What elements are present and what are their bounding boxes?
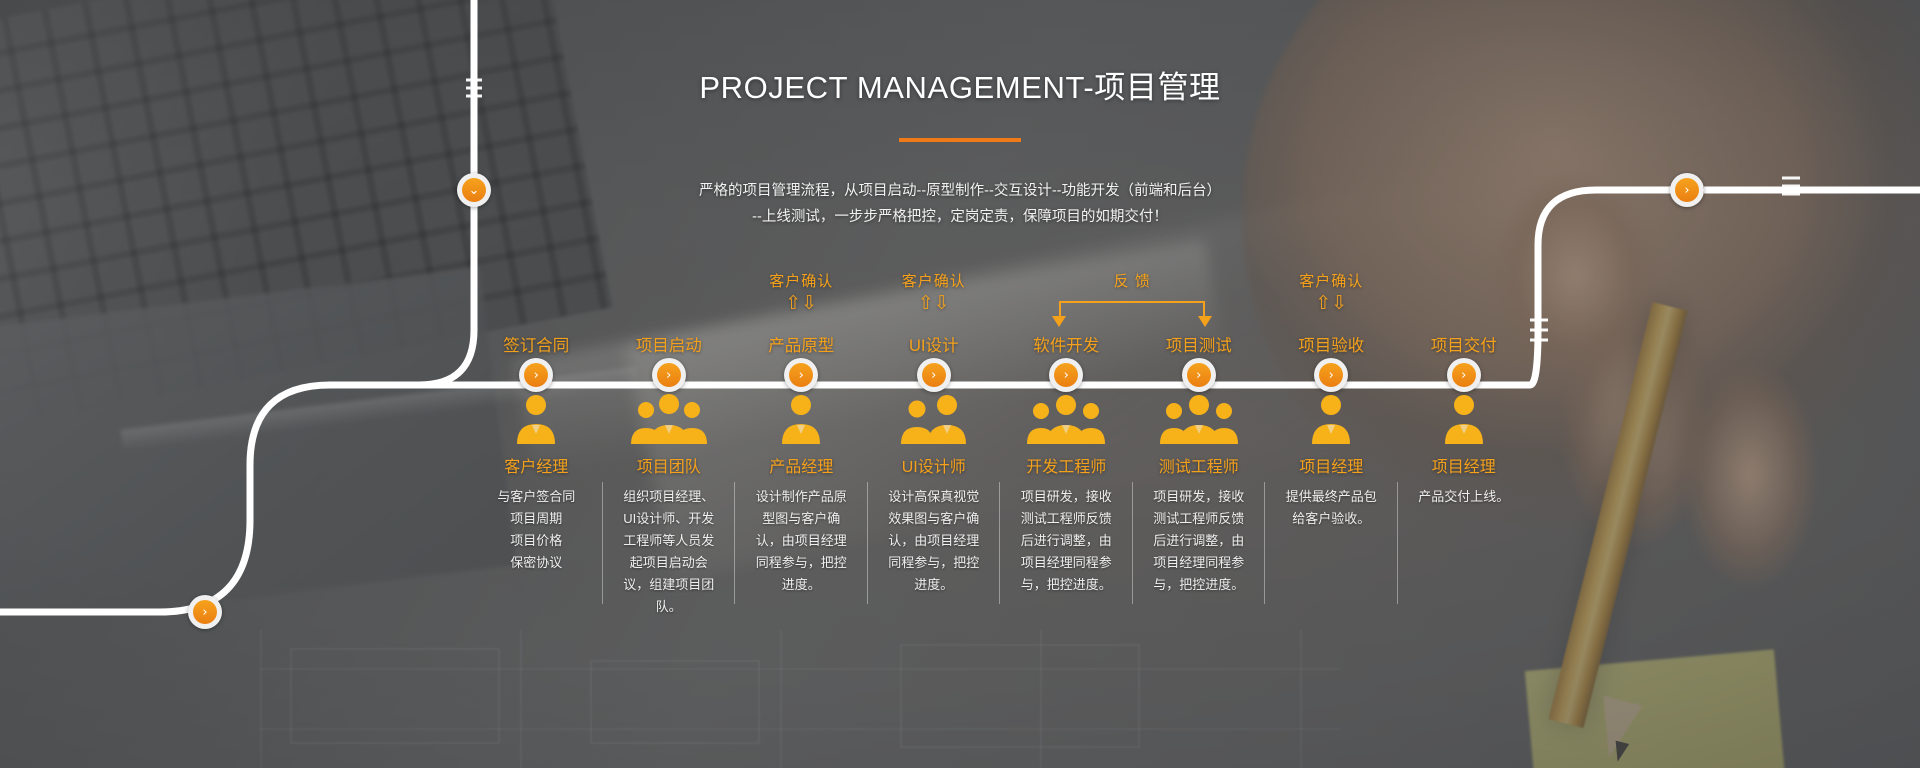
step-marker[interactable]: › (1446, 358, 1481, 392)
timeline-step-4[interactable]: 客户确认 ⇧⇩ UI设计 › UI设计师 设计高保真视觉效果图与客户确认，由 (868, 270, 1000, 670)
column-divider (734, 482, 735, 604)
column-divider (1264, 482, 1265, 604)
people-group-icon (900, 395, 966, 444)
timeline-step-8[interactable]: 项目交付 › 项目经理 产品交付上线。 (1398, 270, 1531, 670)
timeline-step-5[interactable]: 反 馈 软件开发 › (1000, 270, 1213, 670)
step-role: 客户经理 (504, 459, 569, 476)
step-marker[interactable]: › (519, 358, 554, 392)
step-name: 产品原型 (768, 337, 835, 355)
feedback-arrow-right-icon (1198, 316, 1213, 327)
step-name: 软件开发 (1033, 337, 1100, 355)
chevron-right-icon: › (1451, 363, 1476, 387)
column-divider (1131, 482, 1133, 604)
step-role: 开发工程师 (1026, 459, 1107, 476)
role-avatar-group (756, 392, 846, 448)
page-description-line-1: 严格的项目管理流程，从项目启动--原型制作--交互设计--功能开发（前端和后台） (699, 183, 1221, 199)
page-title: PROJECT MANAGEMENT-项目管理 (699, 70, 1221, 105)
step-name: 项目测试 (1165, 337, 1232, 355)
timeline-step-2[interactable]: 项目启动 › 项目团队 组织项目经理、UI设计师、开发工程师等人员发起项目 (603, 270, 735, 670)
customer-confirm-badge: 客户确认 ⇧⇩ (869, 270, 999, 313)
step-name: 签订合同 (503, 337, 570, 355)
feedback-badge: 反 馈 (1022, 270, 1242, 291)
step-description: 与客户签合同 项目周期 项目价格 保密协议 (497, 489, 576, 570)
people-group-icon (1027, 395, 1106, 444)
step-role: 项目团队 (636, 459, 701, 476)
role-avatar-group (491, 392, 581, 448)
step-role: UI设计师 (901, 459, 966, 476)
person-icon (1312, 395, 1351, 444)
column-divider (866, 482, 868, 604)
step-description: 提供最终产品包给客户验收。 (1285, 489, 1377, 526)
role-avatar-group (1154, 392, 1244, 448)
up-down-arrows-icon: ⇧⇩ (785, 292, 818, 314)
role-avatar-group (889, 392, 979, 448)
step-description: 组织项目经理、UI设计师、开发工程师等人员发起项目启动会议，组建项目团队。 (623, 489, 715, 614)
customer-confirm-label: 客户确认 (769, 273, 834, 290)
feedback-loop-bar (1059, 301, 1206, 321)
step-marker[interactable]: › (1181, 358, 1216, 392)
chevron-right-icon: › (1675, 178, 1699, 202)
column-divider (601, 482, 603, 604)
route-node-bottom-left[interactable]: › (188, 595, 222, 629)
chevron-right-icon: › (921, 363, 946, 387)
person-icon (782, 395, 821, 444)
chevron-right-icon: › (1186, 363, 1211, 387)
step-name: 项目启动 (635, 337, 702, 355)
feedback-arrow-left-icon (1052, 316, 1067, 327)
customer-confirm-label: 客户确认 (901, 273, 966, 290)
step-description: 项目研发，接收测试工程师反馈后进行调整，由项目经理同程参与，把控进度。 (1020, 489, 1112, 592)
timeline-step-7[interactable]: 客户确认 ⇧⇩ 项目验收 › 项目经理 提供最终产品包给客户验收。 (1265, 270, 1398, 670)
timeline-step-1[interactable]: 签订合同 › 客户经理 与客户签合同 项目周期 项目价格 保密协议 (470, 270, 603, 670)
step-marker[interactable]: › (1314, 358, 1349, 392)
customer-confirm-badge: 客户确认 ⇧⇩ (736, 270, 866, 313)
person-icon (1444, 395, 1483, 444)
timeline-step-3[interactable]: 客户确认 ⇧⇩ 产品原型 › 产品经理 设计制作产品原型图与客户确认，由项目经理… (735, 270, 868, 670)
step-role: 产品经理 (769, 459, 834, 476)
route-node-right[interactable]: › (1670, 173, 1704, 207)
step-description: 设计制作产品原型图与客户确认，由项目经理同程参与，把控进度。 (755, 489, 847, 592)
step-name: UI设计 (909, 337, 959, 355)
page-description: 严格的项目管理流程，从项目启动--原型制作--交互设计--功能开发（前端和后台）… (610, 178, 1310, 230)
step-role: 项目经理 (1431, 459, 1496, 476)
step-description: 产品交付上线。 (1418, 489, 1510, 504)
role-avatar-group (624, 392, 714, 448)
role-avatar-group (1419, 392, 1509, 448)
chevron-right-icon: › (1054, 363, 1079, 387)
people-group-icon (1159, 395, 1238, 444)
chevron-right-icon: › (524, 363, 549, 387)
column-divider (999, 482, 1000, 604)
step-marker[interactable]: › (784, 358, 819, 392)
route-node-top-left[interactable]: ⌄ (457, 173, 491, 207)
people-group-icon (630, 394, 707, 444)
chevron-down-icon: ⌄ (462, 178, 486, 202)
customer-confirm-badge: 客户确认 ⇧⇩ (1266, 270, 1396, 313)
chevron-right-icon: › (789, 363, 814, 387)
column-divider (1396, 482, 1398, 604)
step-name: 项目交付 (1430, 337, 1497, 355)
role-avatar-group (1286, 392, 1376, 448)
customer-confirm-label: 客户确认 (1299, 273, 1364, 290)
title-underline (899, 138, 1021, 142)
step-role: 测试工程师 (1158, 459, 1239, 476)
chevron-right-icon: › (1319, 363, 1344, 387)
person-icon (517, 395, 556, 444)
page-description-line-2: --上线测试，一步步严格把控，定岗定责，保障项目的如期交付！ (752, 209, 1168, 225)
step-marker[interactable]: › (651, 358, 686, 392)
step-description: 设计高保真视觉效果图与客户确认，由项目经理同程参与，把控进度。 (888, 489, 980, 592)
chevron-right-icon: › (656, 363, 681, 387)
chevron-right-icon: › (193, 600, 217, 624)
role-avatar-group (1021, 392, 1111, 448)
step-marker[interactable]: › (1049, 358, 1084, 392)
step-role: 项目经理 (1299, 459, 1364, 476)
feedback-label: 反 馈 (1113, 273, 1151, 290)
up-down-arrows-icon: ⇧⇩ (917, 292, 950, 314)
timeline-step-6[interactable]: 项目测试 › 测试工程师 项目研发，接收测试工程师反馈后进行调整，由项目经 (1133, 270, 1265, 670)
project-timeline: 签订合同 › 客户经理 与客户签合同 项目周期 项目价格 保密协议 项目启动 (470, 270, 1530, 670)
step-description: 项目研发，接收测试工程师反馈后进行调整，由项目经理同程参与，把控进度。 (1153, 489, 1245, 592)
up-down-arrows-icon: ⇧⇩ (1315, 292, 1348, 314)
step-name: 项目验收 (1298, 337, 1365, 355)
step-marker[interactable]: › (916, 358, 951, 392)
